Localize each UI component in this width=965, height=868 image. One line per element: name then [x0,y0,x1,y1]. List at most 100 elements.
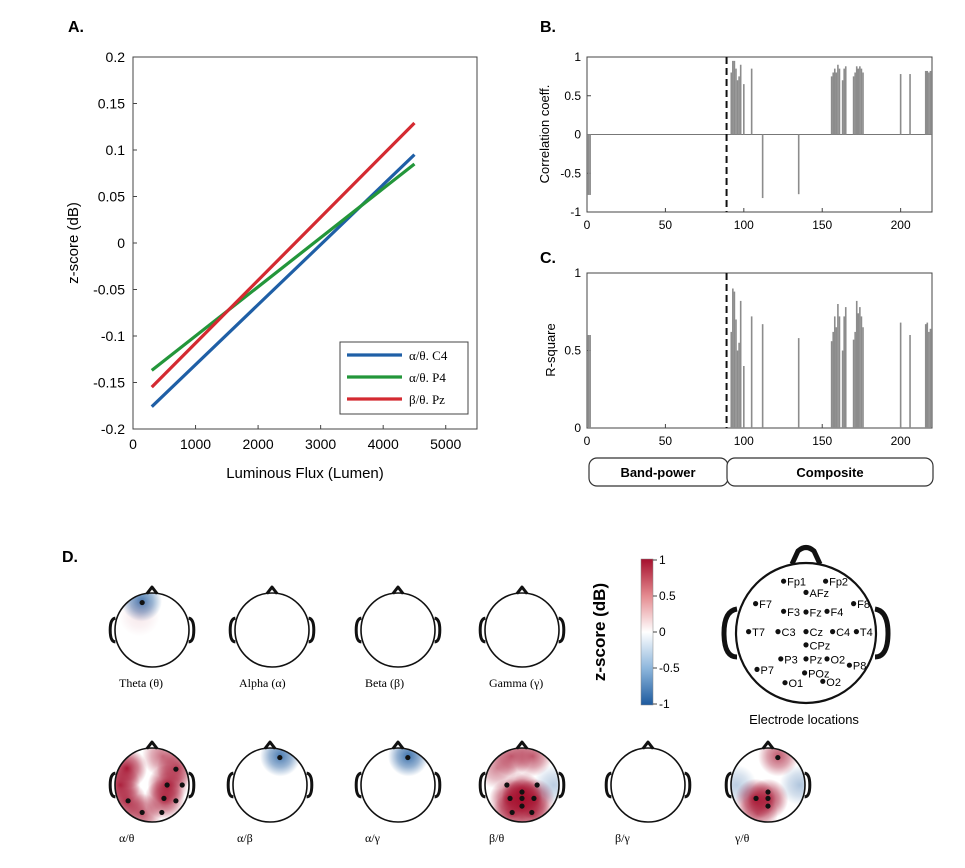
bar-4 [732,288,734,428]
head-outline [108,740,196,799]
scalp-outline [730,747,806,823]
panel-b-ticks: 0 50 100 150 200 -1 -0.5 0 0.5 1 [560,50,911,232]
bar-17 [835,72,838,135]
bar-11 [750,68,753,135]
scalp-outline [114,592,190,668]
topomap-r2-1: α/β [226,740,314,845]
bar-6 [735,319,737,428]
electrode-dot-C3 [775,629,781,635]
bar-31 [909,74,911,135]
bar-21 [843,316,845,428]
electrode-map-label: Electrode locations [749,712,859,727]
bar-19 [838,68,841,135]
electrode-label-Fp2: Fp2 [829,577,848,589]
colorbar-tick-label: 0 [659,625,666,639]
electrode-label-Fp1: Fp1 [787,577,806,589]
bar-1 [587,134,590,195]
bar-13 [797,134,800,195]
bar-16 [833,68,836,135]
significant-dot-Fp1 [139,599,145,606]
significant-dot-O1 [139,809,145,816]
nose-icon [145,585,159,595]
x-tick-label: 50 [659,218,673,232]
electrode-dot-Fz [803,609,809,615]
right-ear-icon [804,771,812,799]
bar-23 [852,76,855,135]
electrode-dot-F4 [824,608,830,614]
colorbar: 1 0.5 0 -0.5 -1 z-score (dB) [590,553,680,711]
right-ear-icon [434,771,442,799]
electrode-label-POz: POz [808,668,829,680]
scalp-blobs [119,593,162,637]
significant-dot-P7 [125,798,131,804]
bar-10 [743,366,745,428]
nose-icon [515,585,529,595]
bar-3 [730,331,733,428]
bar-12 [761,324,764,428]
x-tick-label: 5000 [430,436,461,452]
topomap-label: Theta (θ) [119,676,163,690]
nose-icon [391,585,405,595]
panel-a: A. 0 1000 2000 3000 4000 5000 -0.2 -0.15 -0.1 -0.… [65,19,478,482]
colorbar-tick-label: -1 [659,697,670,711]
legend-entry-2: α/θ. P4 [409,370,446,385]
y-tick-label: 0.5 [564,344,581,358]
left-ear-icon [108,771,116,799]
significant-dot-CPz [519,789,525,795]
right-ear-icon [188,616,196,644]
colorbar-tick-label: -0.5 [659,661,680,675]
segment-band-power-label: Band-power [620,465,695,480]
electrode-dot-T4 [853,629,860,635]
electrode-dot-Cz [803,629,809,635]
scalp-fill [361,593,435,667]
bar-30 [899,322,902,428]
blob-T4 [533,764,559,806]
electrode-dot-F3 [781,608,787,614]
topomap-r2-5: γ/θ [724,740,812,845]
x-tick-label: 200 [891,434,911,448]
segment-composite [726,457,934,487]
electrode-label-Cz: Cz [810,627,823,639]
panel-c-bars [587,273,932,428]
electrode-dot-Fp1 [781,578,787,584]
bar-18 [837,64,839,135]
electrode-dot-O2 [824,656,830,662]
panel-b-label: B. [540,19,556,36]
bar-16 [833,316,836,428]
segment-bar: Band-power Composite [588,457,934,487]
electrode-dot-POz [802,670,808,676]
x-tick-label: 0 [129,436,137,452]
nose-icon [515,740,529,750]
significant-dot-P8 [173,798,179,804]
topomap-r1-0: Theta (θ) [108,585,196,690]
electrode-dot-Fp2 [823,578,829,584]
bar-7 [736,80,739,135]
right-ear-icon [558,771,566,799]
bar-25 [855,66,858,135]
bar-25 [855,300,858,428]
bar-5 [733,291,736,428]
right-ear-icon [308,616,316,644]
significant-dot-Fp2 [775,754,781,761]
x-tick-label: 50 [659,434,673,448]
panel-a-xlabel: Luminous Flux (Lumen) [226,465,384,482]
x-tick-label: 2000 [243,436,274,452]
electrode-label-Pz: Pz [810,654,823,666]
bar-24 [854,331,856,428]
scalp-outline [610,747,686,823]
blob-Fp2 [142,748,183,777]
bar-35 [929,70,932,135]
bar-2 [589,134,591,195]
y-tick-label: 0.1 [106,142,126,158]
panel-a-label: A. [68,19,84,36]
topomap-label: γ/θ [734,831,750,845]
segment-composite-label: Composite [796,465,863,480]
electrode-dot-O1 [782,680,788,686]
scalp-outline [234,592,310,668]
topomap-grid: Theta (θ) Alpha (α) Beta (β) Gamma (γ) α/θ α/… [108,585,812,845]
bar-8 [738,342,740,428]
electrode-label-T7: T7 [752,627,765,639]
topomap-label: α/γ [365,831,381,845]
panel-d-label: D. [62,549,78,566]
